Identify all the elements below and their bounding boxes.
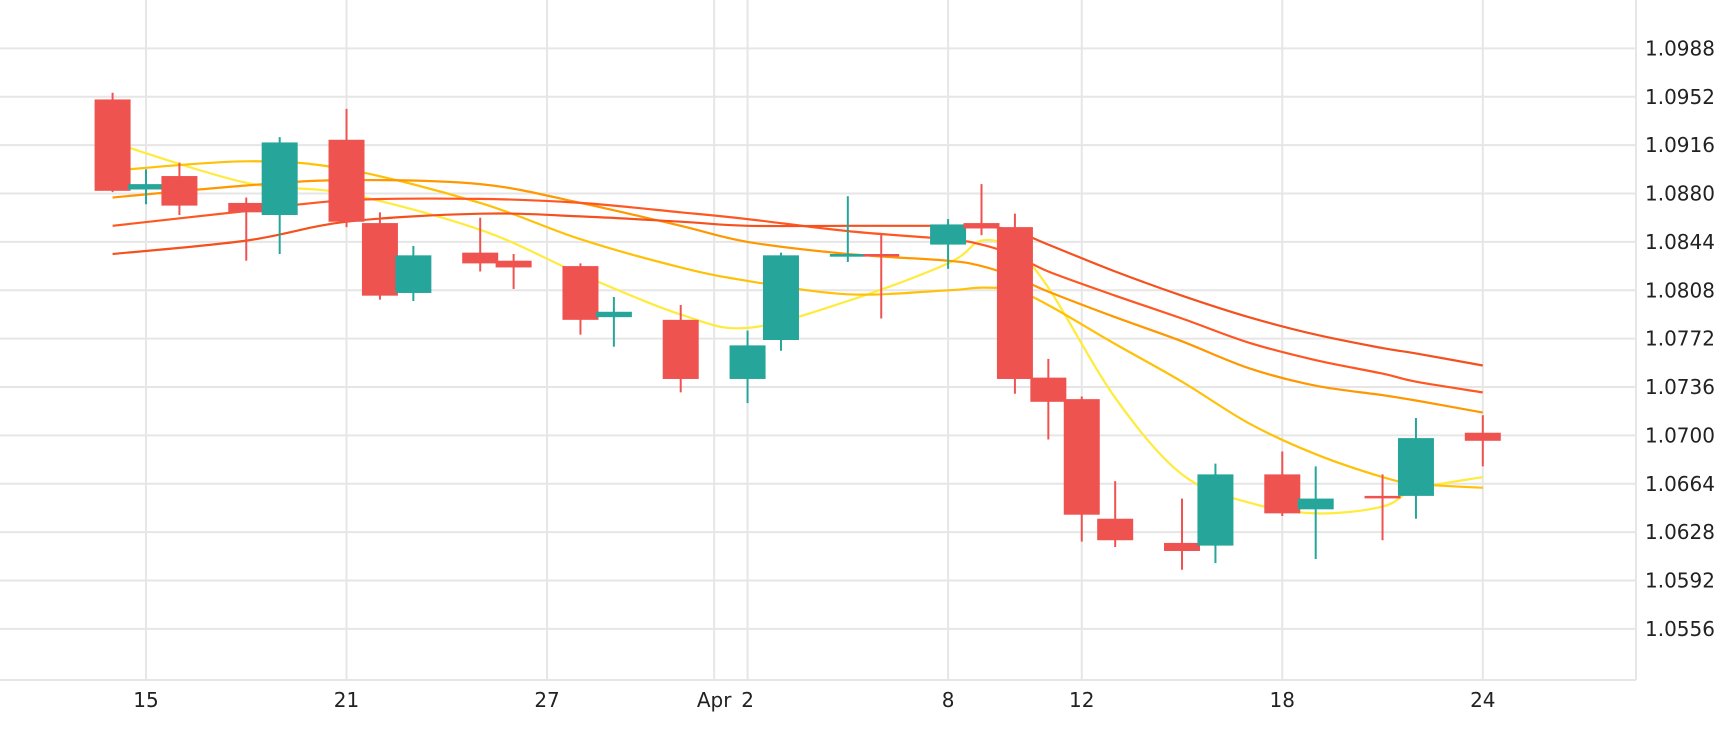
candle	[762, 252, 799, 351]
candles	[94, 92, 1501, 570]
candle	[863, 233, 900, 319]
candle	[128, 169, 164, 205]
moving-average-line	[112, 160, 1483, 489]
y-tick-label: 1.0808	[1645, 278, 1715, 302]
x-tick-label: 12	[1069, 688, 1094, 712]
candle-body	[228, 202, 265, 213]
candle	[662, 305, 699, 393]
y-tick-label: 1.0952	[1645, 85, 1715, 109]
x-tick-label: Apr	[697, 688, 732, 712]
candle	[829, 196, 866, 263]
x-tick-label: 18	[1270, 688, 1295, 712]
candle	[261, 137, 298, 254]
candle	[462, 217, 499, 272]
y-tick-label: 1.0916	[1645, 133, 1715, 157]
candle-body	[930, 224, 967, 245]
candle-body	[662, 319, 699, 379]
candle-body	[161, 176, 198, 206]
candle-body	[1464, 432, 1501, 441]
candle	[1297, 466, 1334, 560]
y-tick-label: 1.0628	[1645, 520, 1715, 544]
candle-body	[1164, 542, 1201, 551]
y-tick-label: 1.0880	[1645, 182, 1715, 206]
candle	[729, 330, 766, 404]
candle-body	[395, 255, 432, 293]
candle	[94, 92, 131, 193]
candle-body	[1063, 399, 1100, 515]
candle	[562, 263, 599, 335]
candle	[1030, 358, 1067, 440]
candle	[996, 213, 1033, 394]
candle-body	[829, 253, 866, 257]
candle	[161, 162, 198, 216]
y-tick-label: 1.0664	[1645, 472, 1715, 496]
candle-body	[729, 345, 766, 379]
candle	[1197, 463, 1234, 564]
x-tick-label: 8	[942, 688, 955, 712]
candle	[361, 212, 398, 300]
candle	[930, 219, 967, 269]
candle-body	[963, 223, 1000, 229]
candle-body	[1264, 474, 1301, 514]
candle	[1097, 481, 1134, 547]
candle-body	[863, 253, 900, 257]
candle-body	[1397, 438, 1434, 496]
candle-body	[996, 227, 1033, 379]
y-axis: 1.0988 1.0952 1.0916 1.0880 1.0844 1.0808 1.07…	[1645, 36, 1715, 641]
y-tick-label: 1.0592	[1645, 569, 1715, 593]
candle-body	[562, 266, 599, 320]
candle-body	[1364, 495, 1401, 499]
candle	[1464, 415, 1501, 467]
candle-body	[128, 184, 164, 190]
candle	[1063, 396, 1100, 542]
candle-body	[462, 252, 499, 264]
x-tick-label: 15	[133, 688, 158, 712]
y-tick-label: 1.0736	[1645, 375, 1715, 399]
candle-body	[1030, 377, 1067, 402]
candle-body	[94, 99, 131, 191]
y-tick-label: 1.0556	[1645, 617, 1715, 641]
candle-body	[328, 139, 365, 222]
candle-body	[495, 260, 532, 268]
candle	[595, 296, 632, 347]
y-grid-lines	[0, 0, 1637, 681]
candle	[228, 197, 265, 261]
y-tick-label: 1.0844	[1645, 230, 1715, 254]
x-tick-label: 27	[534, 688, 559, 712]
x-axis: 15 21 27 Apr 2 8 12 18 24	[133, 688, 1495, 712]
candle-body	[361, 223, 398, 296]
x-grid-lines	[145, 0, 1484, 680]
y-tick-label: 1.0700	[1645, 423, 1715, 447]
x-tick-label: 24	[1470, 688, 1495, 712]
candle	[1164, 498, 1201, 570]
candle-body	[1097, 518, 1134, 541]
x-tick-label: 21	[334, 688, 359, 712]
candle	[963, 184, 1000, 236]
candle	[1397, 417, 1434, 519]
y-tick-label: 1.0772	[1645, 327, 1715, 351]
y-tick-label: 1.0988	[1645, 36, 1715, 60]
x-tick-label: 2	[741, 688, 754, 712]
candle-body	[595, 311, 632, 318]
candle	[1264, 451, 1301, 517]
candle	[328, 108, 365, 228]
candle	[495, 253, 532, 289]
candle-body	[762, 255, 799, 340]
candle-body	[261, 142, 298, 216]
candle	[1364, 474, 1401, 541]
candle-body	[1197, 474, 1234, 546]
candle	[395, 245, 432, 302]
candle-body	[1297, 498, 1334, 510]
